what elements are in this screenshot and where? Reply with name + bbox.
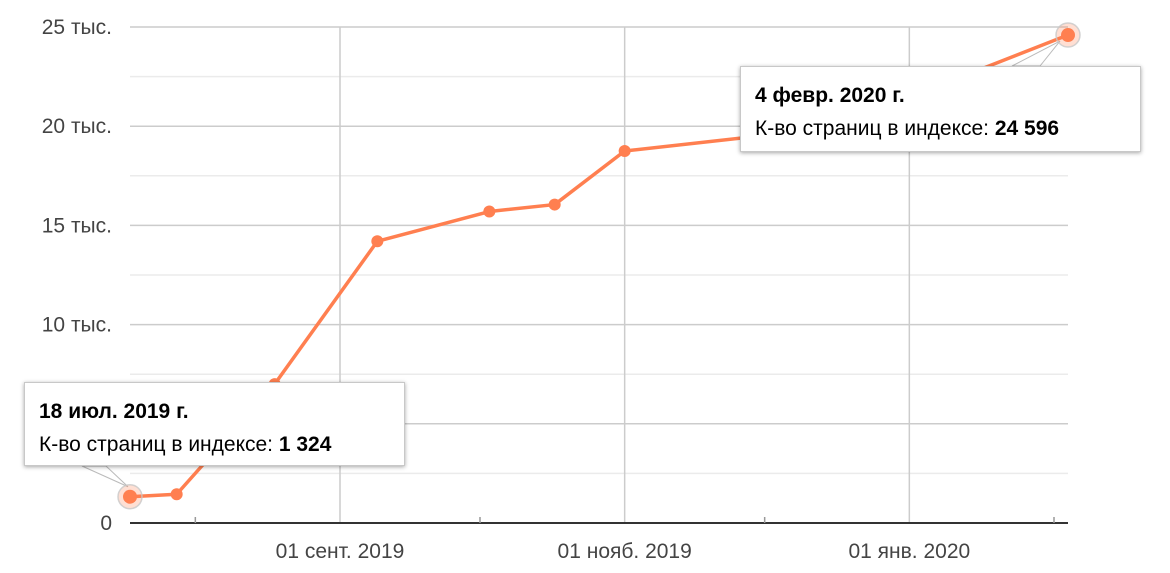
tooltip-label: К-во страниц в индексе: — [755, 117, 990, 140]
tooltip-row: К-во страниц в индексе: 1 324 — [39, 427, 390, 463]
tooltip-row: К-во страниц в индексе: 24 596 — [755, 111, 1126, 147]
data-point — [123, 489, 137, 504]
y-tick-label: 25 тыс. — [42, 16, 112, 39]
tooltip-date: 18 июл. 2019 г. — [39, 400, 189, 423]
tooltip-end: 4 февр. 2020 г. К-во страниц в индексе: … — [740, 66, 1141, 152]
data-point — [483, 205, 496, 218]
y-axis-labels: 0 10 тыс. 15 тыс. 20 тыс. 25 тыс. — [42, 16, 112, 535]
y-tick-label: 0 — [100, 512, 112, 535]
x-tick-label: 01 янв. 2020 — [848, 540, 970, 563]
tooltip-connector — [81, 465, 129, 488]
data-point — [371, 235, 384, 248]
data-point — [548, 198, 561, 211]
y-tick-label: 20 тыс. — [42, 115, 112, 138]
data-point — [618, 145, 631, 157]
x-axis-labels: 01 сент. 2019 01 нояб. 2019 01 янв. 2020 — [276, 540, 971, 563]
x-axis — [130, 517, 1068, 524]
data-point — [170, 488, 183, 501]
tooltip-value: 1 324 — [278, 433, 332, 456]
x-tick-label: 01 сент. 2019 — [276, 540, 405, 563]
y-tick-label: 15 тыс. — [42, 214, 112, 237]
data-point — [1061, 28, 1075, 43]
tooltip-start: 18 июл. 2019 г. К-во страниц в индексе: … — [24, 382, 405, 466]
tooltip-label: К-во страниц в индексе: — [39, 433, 274, 456]
tooltip-value: 24 596 — [994, 117, 1060, 140]
tooltip-date: 4 февр. 2020 г. — [755, 84, 905, 107]
x-tick-label: 01 нояб. 2019 — [558, 540, 692, 563]
y-tick-label: 10 тыс. — [42, 314, 112, 337]
